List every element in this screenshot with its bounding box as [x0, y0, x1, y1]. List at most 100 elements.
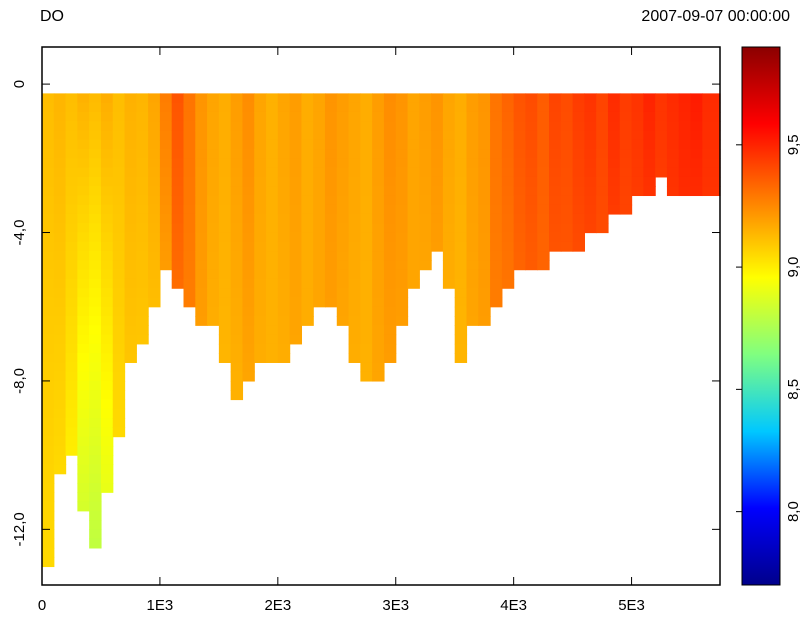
heatmap-cell [395, 297, 409, 308]
heatmap-cell [53, 158, 67, 169]
heatmap-cell [360, 195, 373, 206]
heatmap-cell [678, 167, 692, 178]
heatmap-cell [395, 167, 409, 178]
heatmap-cell [313, 213, 326, 224]
heatmap-cell [89, 111, 102, 122]
heatmap-cell [324, 121, 338, 132]
heatmap-cell [619, 158, 633, 169]
heatmap-cell [254, 195, 267, 206]
heatmap-cell [466, 149, 479, 159]
heatmap-cell [336, 149, 350, 159]
heatmap-cell [100, 139, 114, 150]
heatmap-cell [419, 176, 432, 187]
heatmap-cell [360, 251, 373, 261]
heatmap-cell [383, 102, 397, 113]
heatmap-cell [454, 343, 468, 354]
heatmap-cell [596, 167, 609, 178]
heatmap-cell [89, 121, 102, 132]
heatmap-cell [89, 334, 102, 345]
heatmap-cell [266, 130, 279, 141]
heatmap-cell [148, 139, 161, 150]
heatmap-cell [643, 149, 656, 159]
heatmap-cell [336, 260, 350, 271]
heatmap-cell [466, 176, 479, 187]
heatmap-cell [42, 501, 55, 512]
x-tick-label: 2E3 [264, 597, 291, 614]
heatmap-cell [112, 149, 126, 159]
heatmap-cell [490, 121, 503, 132]
heatmap-cell [171, 102, 185, 113]
heatmap-cell [183, 186, 196, 197]
heatmap-cell [702, 111, 721, 122]
heatmap-cell [631, 186, 644, 197]
heatmap-cell [643, 102, 656, 113]
heatmap-cell [65, 241, 78, 252]
heatmap-cell [277, 232, 291, 243]
heatmap-cell [77, 149, 90, 159]
heatmap-cell [136, 269, 149, 280]
heatmap-cell [631, 139, 644, 150]
heatmap-cell [431, 204, 444, 215]
heatmap-cell [360, 130, 373, 141]
heatmap-cell [136, 232, 149, 243]
heatmap-cell [277, 130, 291, 141]
heatmap-cell [89, 501, 102, 512]
heatmap-cell [372, 186, 385, 197]
heatmap-cell [372, 260, 385, 271]
heatmap-cell [336, 139, 350, 150]
heatmap-cell [619, 102, 633, 113]
heatmap-cell [53, 121, 67, 132]
heatmap-cell [631, 93, 644, 104]
heatmap-cell [666, 158, 680, 169]
heatmap-cell [277, 343, 291, 354]
heatmap-cell [466, 251, 479, 261]
heatmap-cell [525, 158, 538, 169]
heatmap-cell [136, 121, 149, 132]
heatmap-cell [395, 260, 409, 271]
heatmap-cell [313, 149, 326, 159]
heatmap-cell [53, 445, 67, 456]
heatmap-cell [207, 121, 220, 132]
heatmap-cell [242, 102, 255, 113]
heatmap-cell [254, 316, 267, 326]
heatmap-cell [289, 130, 303, 141]
heatmap-cell [513, 102, 527, 113]
heatmap-cell [643, 130, 656, 141]
heatmap-cell [65, 343, 78, 354]
heatmap-cell [77, 353, 90, 363]
heatmap-cell [112, 139, 126, 150]
heatmap-cell [100, 223, 114, 234]
heatmap-cell [407, 269, 420, 280]
heatmap-cell [42, 547, 55, 558]
x-axis: 0 1E3 2E3 3E3 4E3 5E3 [38, 47, 645, 614]
heatmap-cell [124, 176, 137, 187]
heatmap-cell [490, 195, 503, 206]
heatmap-cell [77, 316, 90, 326]
heatmap-cell [171, 278, 185, 289]
heatmap-cell [207, 111, 220, 122]
heatmap-cell [42, 306, 55, 317]
heatmap-cell [490, 251, 503, 261]
heatmap-cell [690, 139, 703, 150]
heatmap-cell [53, 149, 67, 159]
heatmap-cell [442, 93, 456, 104]
heatmap-cell [478, 241, 491, 252]
heatmap-cell [289, 93, 303, 104]
heatmap-cell [100, 149, 114, 159]
heatmap-cell [124, 223, 137, 234]
heatmap-cell [631, 102, 644, 113]
heatmap-cell [383, 269, 397, 280]
heatmap-cell [313, 251, 326, 261]
heatmap-cell [466, 93, 479, 104]
heatmap-cell [348, 306, 361, 317]
heatmap-cell [242, 260, 255, 271]
heatmap-cell [324, 149, 338, 159]
heatmap-cell [230, 343, 244, 354]
heatmap-cell [183, 278, 196, 289]
heatmap-cell [454, 213, 468, 224]
heatmap-cell [136, 186, 149, 197]
colorbar-tick-label: 8,0 [785, 501, 802, 522]
heatmap-cell [537, 232, 550, 243]
heatmap-cell [619, 167, 633, 178]
heatmap-cell [383, 186, 397, 197]
